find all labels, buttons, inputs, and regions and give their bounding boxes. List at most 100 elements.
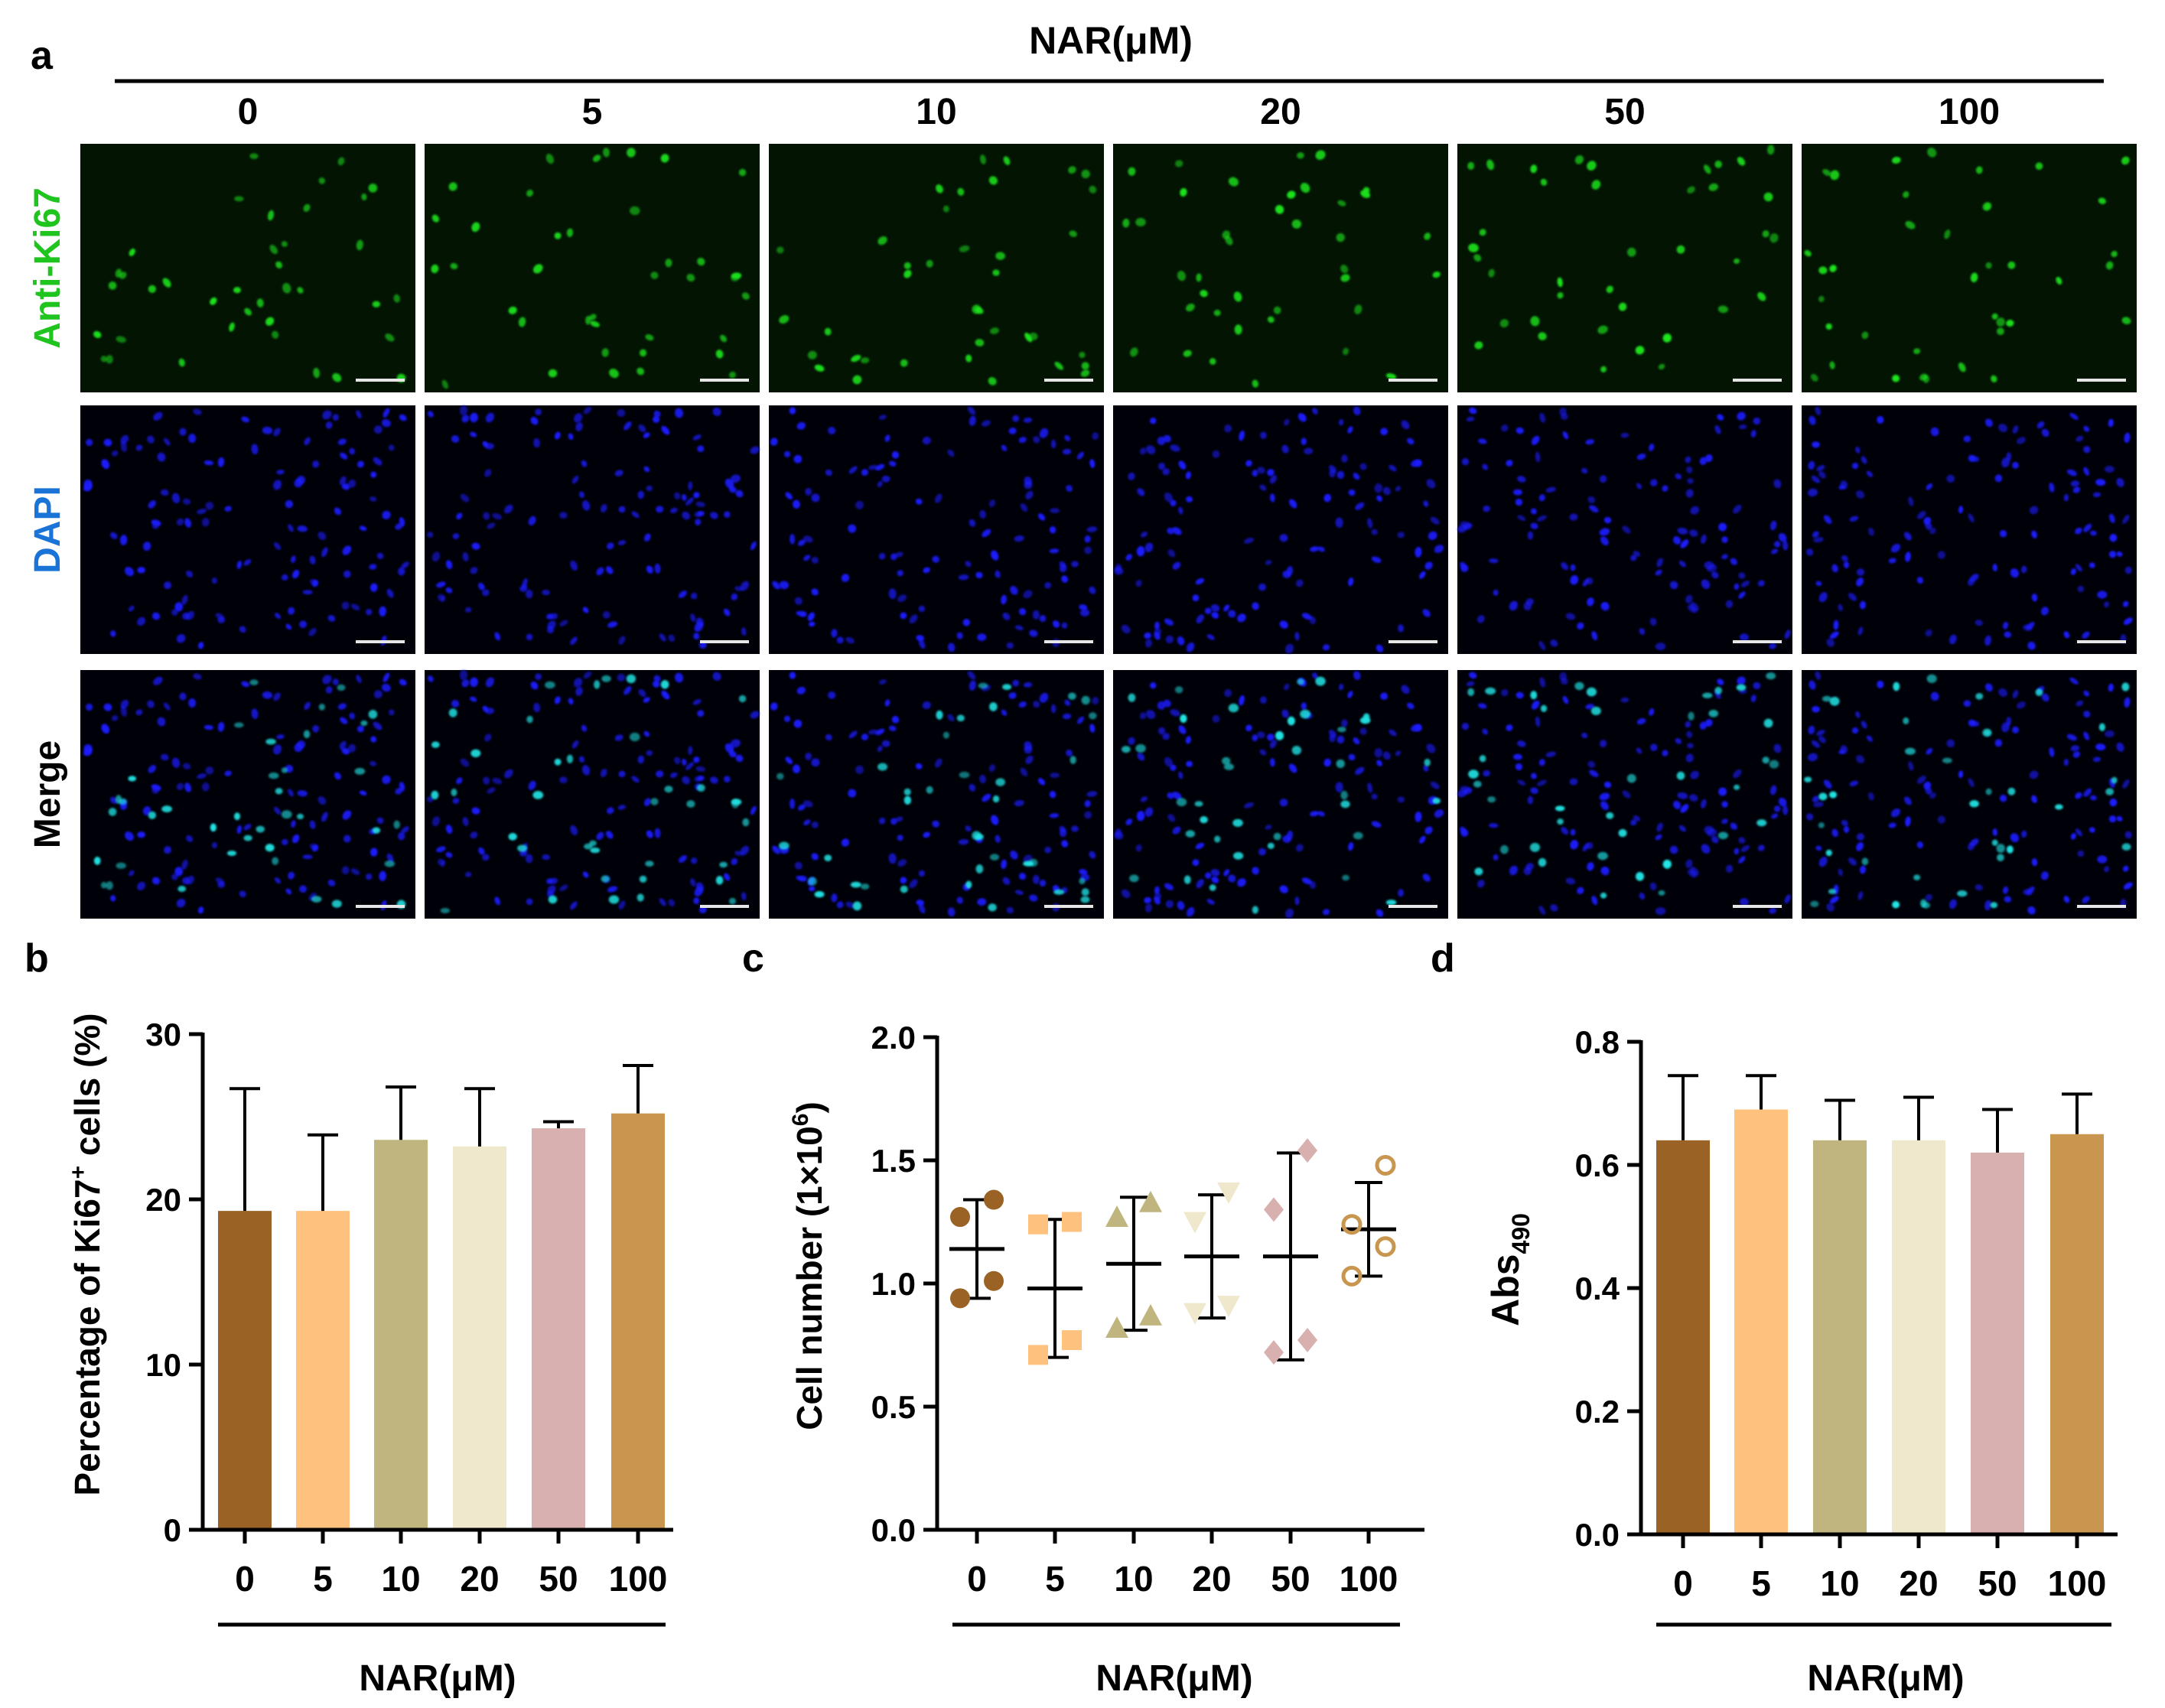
nucleus [119, 535, 128, 545]
nucleus [1309, 616, 1317, 625]
nucleus [1992, 564, 1997, 571]
nucleus [2075, 828, 2082, 837]
nucleus [1711, 571, 1719, 579]
nucleus [1540, 178, 1548, 186]
nucleus [1686, 730, 1693, 738]
nucleus-merged [451, 789, 457, 796]
nucleus [1243, 802, 1255, 808]
nucleus [1157, 701, 1166, 710]
nucleus [1686, 466, 1693, 473]
nucleus [256, 298, 264, 307]
nucleus [484, 469, 492, 477]
nucleus [770, 438, 778, 446]
nucleus [1493, 589, 1499, 596]
nucleus [1855, 711, 1861, 718]
nucleus-merged [448, 708, 457, 717]
panel-label-b: b [24, 936, 49, 981]
nucleus [383, 408, 390, 418]
nucleus [1968, 719, 1976, 727]
nucleus [618, 770, 626, 778]
nucleus [1826, 903, 1835, 912]
c-point-50 [1297, 1328, 1317, 1353]
nucleus [1089, 586, 1096, 594]
nucleus-merged [108, 808, 117, 816]
nucleus [369, 564, 377, 570]
nucleus [243, 559, 252, 566]
nucleus [582, 871, 589, 878]
nucleus [1538, 641, 1546, 650]
nucleus-merged [1676, 771, 1685, 780]
nucleus [2104, 465, 2115, 473]
nucleus [1675, 737, 1682, 744]
nucleus-merged [1861, 857, 1869, 866]
nucleus [629, 206, 640, 216]
nucleus-merged [1500, 844, 1509, 854]
nucleus [831, 893, 838, 903]
nucleus [617, 673, 626, 682]
nucleus [1530, 787, 1538, 794]
nucleus [373, 690, 383, 699]
nucleus [1733, 769, 1742, 779]
nucleus [1687, 604, 1697, 613]
nucleus [1996, 317, 2005, 327]
nucleus [297, 790, 308, 797]
nucleus [1059, 828, 1067, 838]
nucleus [601, 348, 609, 357]
nucleus [2108, 513, 2115, 523]
nucleus [163, 438, 171, 446]
d-xtick-label-5: 5 [1751, 1563, 1771, 1603]
nucleus [947, 907, 956, 917]
nucleus [535, 408, 542, 416]
nucleus-merged [1174, 686, 1183, 694]
nucleus [1130, 347, 1138, 357]
nucleus [1049, 813, 1060, 818]
nucleus [1338, 683, 1344, 691]
nucleus [275, 261, 283, 268]
nucleus [1237, 878, 1246, 887]
nucleus [1804, 249, 1812, 257]
nucleus [526, 189, 534, 197]
nucleus [1992, 828, 1997, 836]
nucleus [382, 775, 391, 784]
nucleus [1002, 612, 1011, 620]
nucleus [1916, 511, 1926, 519]
nucleus [897, 834, 903, 841]
d-xtick-label-50: 50 [1978, 1563, 2017, 1603]
nucleus [897, 594, 907, 603]
nucleus [1550, 904, 1558, 912]
nucleus-merged [2121, 843, 2131, 851]
c-point-50 [1264, 1197, 1284, 1222]
nucleus [1020, 767, 1028, 776]
nucleus [1258, 847, 1266, 856]
b-bar-5 [296, 1211, 350, 1530]
nucleus-merged [1068, 692, 1076, 700]
nucleus [1685, 594, 1693, 604]
nucleus-merged [1487, 796, 1496, 803]
nucleus [1687, 743, 1694, 749]
nucleus [1516, 427, 1524, 434]
nucleus-merged [1122, 746, 1131, 753]
nucleus [2026, 887, 2035, 894]
nucleus [1662, 333, 1672, 343]
nucleus [445, 587, 453, 594]
nucleus [731, 857, 738, 865]
nucleus [2092, 492, 2102, 498]
nucleus [1831, 564, 1838, 573]
nucleus [1982, 202, 1992, 211]
nucleus-merged [1892, 900, 1900, 909]
nucleus [1023, 417, 1033, 423]
nucleus [792, 499, 800, 509]
nucleus [1234, 324, 1242, 335]
micrograph-background [769, 405, 1104, 654]
nucleus [1301, 877, 1312, 885]
nucleus [1704, 164, 1711, 174]
nucleus [487, 522, 496, 529]
nucleus [2012, 726, 2020, 734]
nucleus [1488, 268, 1495, 278]
nucleus [922, 701, 931, 710]
nucleus-merged [311, 896, 322, 903]
nucleus [1310, 811, 1319, 817]
d-bar-5 [1734, 1109, 1788, 1534]
nucleus [1269, 475, 1278, 484]
nucleus [1245, 460, 1252, 467]
